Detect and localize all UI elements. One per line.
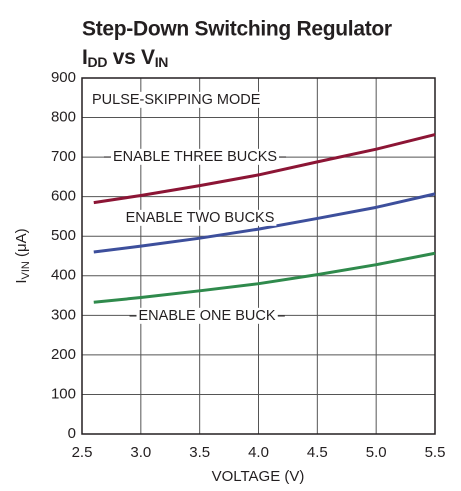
y-tick-label: 500: [51, 227, 76, 244]
annotation-background: [90, 91, 263, 108]
y-tick-label: 700: [51, 148, 76, 165]
ylabel-part: (μA): [13, 228, 30, 261]
series-line: [93, 251, 436, 304]
x-tick-label: 3.5: [189, 444, 210, 461]
x-axis-label: VOLTAGE (V): [212, 468, 305, 485]
ylabel-part: VIN: [20, 261, 32, 279]
ylabel-part: I: [13, 279, 30, 283]
x-tick-label: 4.5: [307, 444, 328, 461]
y-tick-label: 0: [68, 425, 76, 442]
series-line: [93, 192, 436, 254]
annotation: PULSE-SKIPPING MODE: [92, 92, 261, 108]
subtitle-part: I: [82, 46, 88, 69]
x-tick-label: 5.0: [366, 444, 387, 461]
series-line: [93, 133, 436, 205]
y-tick-label: 300: [51, 306, 76, 323]
y-tick-label: 800: [51, 109, 76, 126]
x-tick-label: 4.0: [248, 444, 269, 461]
x-tick-label: 5.5: [425, 444, 446, 461]
y-tick-label: 900: [51, 69, 76, 86]
y-tick-label: 100: [51, 385, 76, 402]
annotation-background: [136, 307, 278, 324]
y-tick-label: 200: [51, 346, 76, 363]
annotation: ENABLE TWO BUCKS: [126, 210, 275, 226]
x-tick-label: 3.0: [130, 444, 151, 461]
chart-title: Step-Down Switching Regulator: [82, 18, 392, 41]
annotation: ENABLE THREE BUCKS: [113, 149, 277, 165]
annotation-background: [123, 209, 277, 226]
subtitle-part: vs V: [107, 46, 155, 69]
annotation-background: [110, 148, 280, 165]
plot-frame: [81, 77, 436, 435]
subtitle-part: DD: [88, 54, 108, 70]
y-tick-label: 400: [51, 267, 76, 284]
chart-subtitle: IDD vs VIN: [82, 46, 168, 70]
subtitle-part: IN: [155, 54, 169, 70]
annotation: ENABLE ONE BUCK: [139, 308, 276, 324]
y-axis-label: IVIN (μA): [13, 228, 32, 283]
y-tick-label: 600: [51, 188, 76, 205]
x-tick-label: 2.5: [72, 444, 93, 461]
